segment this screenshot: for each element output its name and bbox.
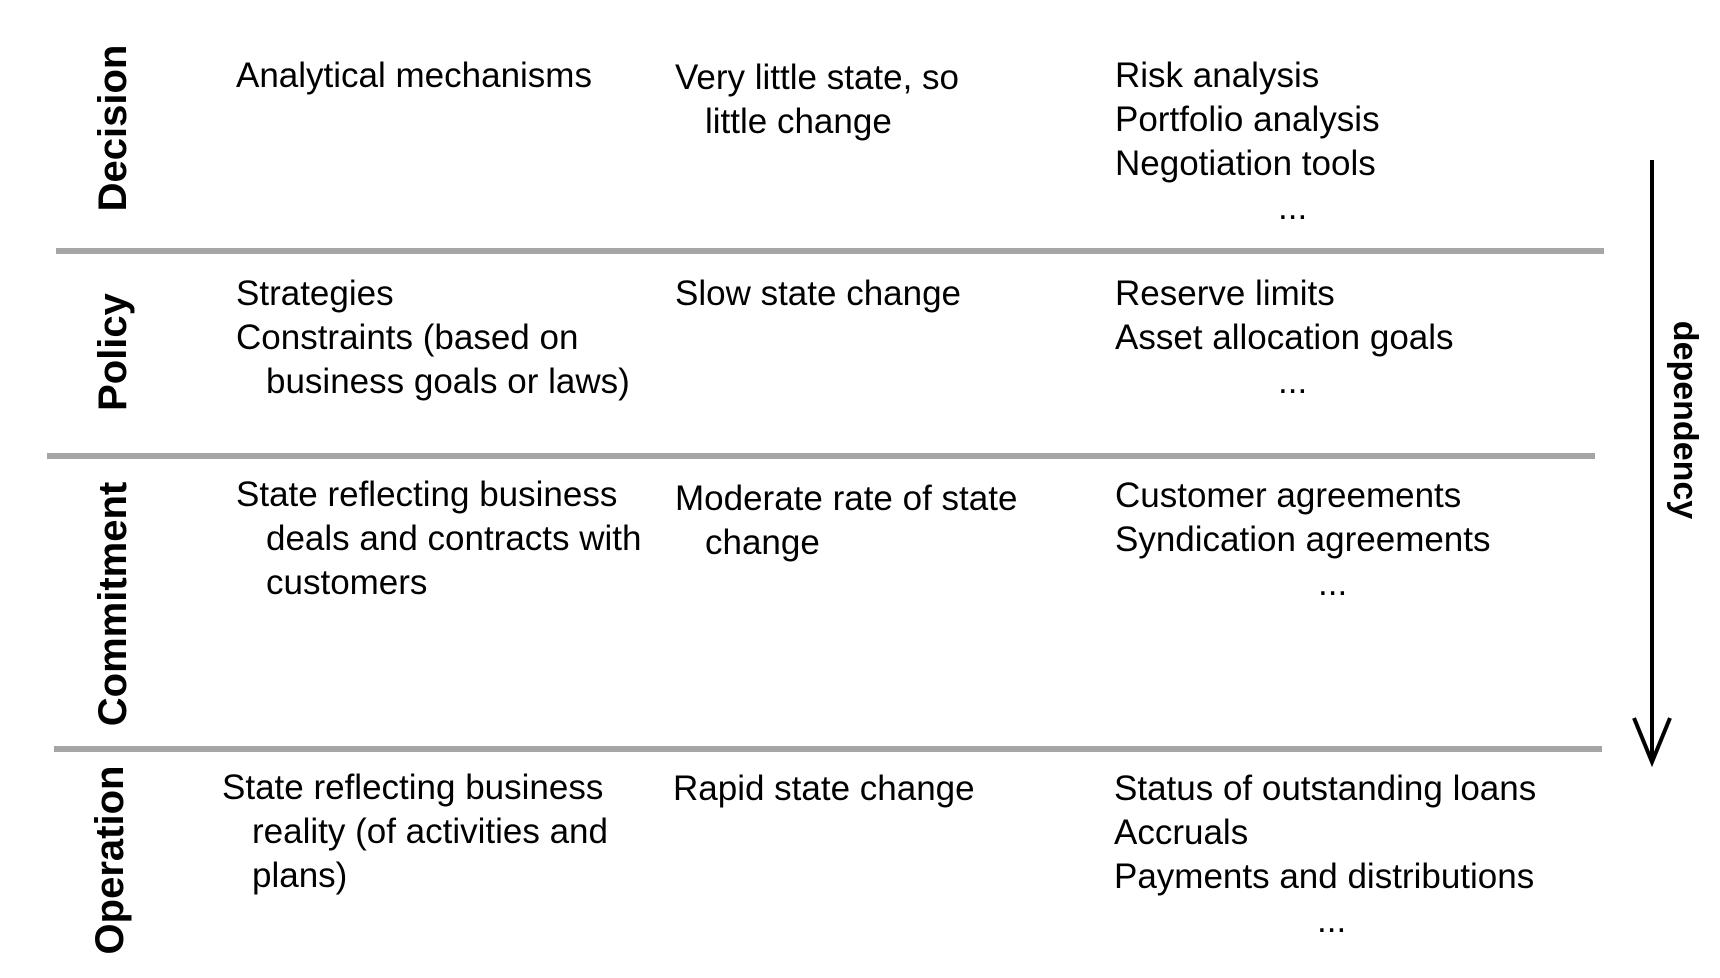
decision-change-line: little change [705,102,892,141]
decision-examples: Risk analysis Portfolio analysis Negotia… [1115,54,1380,230]
commitment-examples: Customer agreements Syndication agreemen… [1115,474,1491,606]
operation-change: Rapid state change [673,767,975,811]
operation-description-line: reality (of activities and [252,812,608,851]
dependency-arrow [1632,160,1672,768]
commitment-example: Syndication agreements [1115,520,1491,559]
divider-policy-commitment [47,453,1595,459]
operation-change-line: Rapid state change [673,769,975,808]
operation-example: Payments and distributions [1114,857,1535,896]
commitment-description-line: State reflecting business [236,475,618,514]
commitment-description-line: customers [266,563,428,602]
decision-description-line: Analytical mechanisms [236,56,592,95]
decision-description: Analytical mechanisms [236,54,592,98]
policy-example-ellipsis: ... [1278,362,1308,401]
commitment-change-line: Moderate rate of state [675,479,1018,518]
policy-description: Strategies Constraints (based on busines… [236,272,630,404]
policy-examples: Reserve limits Asset allocation goals ..… [1115,272,1454,404]
decision-change: Very little state, so little change [675,56,959,144]
policy-example: Asset allocation goals [1115,318,1454,357]
policy-change: Slow state change [675,272,961,316]
policy-change-line: Slow state change [675,274,962,313]
operation-example: Status of outstanding loans [1114,769,1537,808]
layer-label-commitment: Commitment [91,481,135,727]
decision-example: Risk analysis [1115,56,1320,95]
layer-label-policy: Policy [91,293,135,411]
layer-label-decision: Decision [91,44,135,212]
dependency-arrow-head [1632,717,1672,768]
commitment-change-line: change [705,523,820,562]
policy-description-line: Strategies [236,274,394,313]
decision-example-ellipsis: ... [1278,188,1308,227]
commitment-change: Moderate rate of state change [675,477,1017,565]
operation-example: Accruals [1114,813,1249,852]
commitment-description: State reflecting business deals and cont… [236,473,641,605]
operation-description: State reflecting business reality (of ac… [222,766,608,898]
commitment-example-ellipsis: ... [1318,564,1348,603]
policy-description-line: business goals or laws) [266,362,630,401]
policy-description-line: Constraints (based on [236,318,579,357]
dependency-label: dependency [1666,320,1704,520]
commitment-example: Customer agreements [1115,476,1462,515]
decision-example: Negotiation tools [1115,144,1376,183]
decision-change-line: Very little state, so [675,58,960,97]
operation-description-line: State reflecting business [222,768,604,807]
policy-example: Reserve limits [1115,274,1335,313]
operation-examples: Status of outstanding loans Accruals Pay… [1114,767,1536,943]
operation-description-line: plans) [252,856,348,895]
decision-example: Portfolio analysis [1115,100,1380,139]
divider-commitment-operation [54,746,1602,752]
commitment-description-line: deals and contracts with [266,519,642,558]
layer-label-operation: Operation [88,765,132,955]
divider-decision-policy [56,248,1604,254]
operation-example-ellipsis: ... [1317,901,1347,940]
